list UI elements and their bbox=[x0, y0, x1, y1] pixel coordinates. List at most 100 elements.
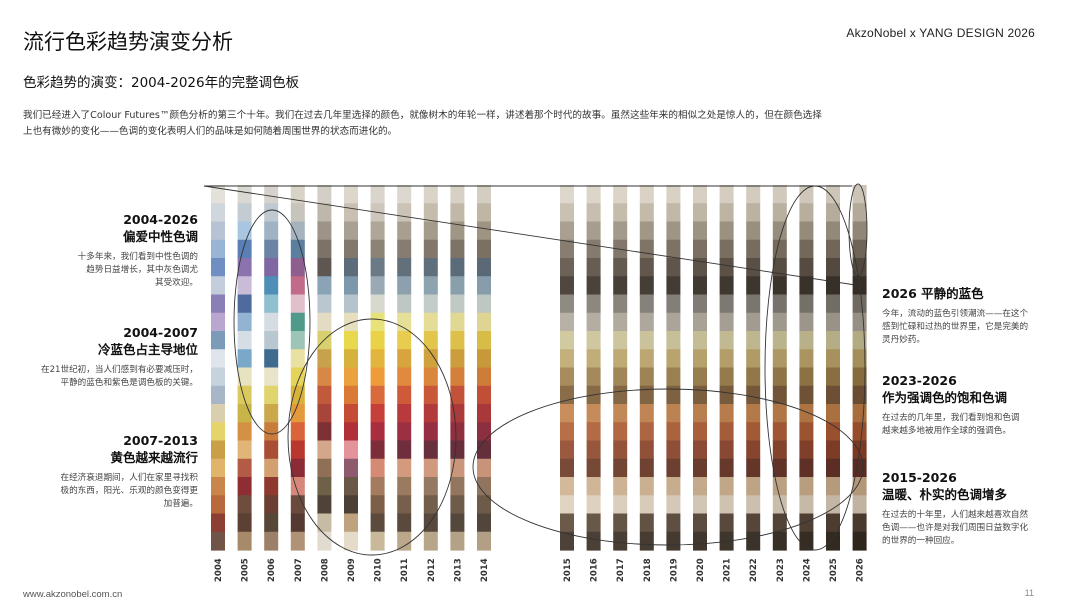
palette-swatch bbox=[317, 422, 332, 442]
palette-swatch bbox=[344, 385, 358, 405]
palette-swatch bbox=[719, 331, 734, 350]
palette-swatch bbox=[799, 258, 814, 277]
palette-swatch bbox=[639, 513, 654, 533]
palette-swatch bbox=[370, 385, 385, 405]
palette-swatch bbox=[317, 458, 332, 478]
palette-swatch bbox=[693, 331, 707, 350]
palette-swatch bbox=[344, 312, 358, 332]
palette-swatch bbox=[370, 185, 385, 204]
palette-swatch bbox=[666, 203, 681, 223]
palette-swatch bbox=[264, 513, 279, 533]
palette-swatch bbox=[211, 458, 225, 478]
palette-swatch bbox=[799, 477, 814, 496]
palette-swatch bbox=[450, 495, 465, 515]
palette-swatch bbox=[290, 239, 305, 259]
annotation-neutral-text-line: 十多年来，我们看到中性色调的 bbox=[77, 252, 198, 262]
palette-swatch bbox=[799, 422, 814, 442]
palette-swatch bbox=[477, 294, 491, 314]
palette-strip-2013 bbox=[450, 185, 465, 551]
palette-swatch bbox=[746, 404, 761, 423]
palette-swatch bbox=[264, 203, 279, 223]
palette-swatch bbox=[344, 404, 358, 423]
palette-swatch bbox=[772, 404, 787, 423]
palette-swatch bbox=[852, 458, 867, 478]
palette-swatch bbox=[826, 349, 840, 369]
palette-swatch bbox=[477, 367, 491, 387]
palette-swatch bbox=[693, 495, 707, 515]
palette-swatch bbox=[237, 349, 252, 369]
palette-swatch bbox=[639, 294, 654, 314]
palette-swatch bbox=[772, 422, 787, 442]
palette-swatch bbox=[746, 349, 761, 369]
palette-swatch bbox=[560, 203, 574, 223]
palette-swatch bbox=[450, 513, 465, 533]
palette-swatch bbox=[450, 258, 465, 277]
palette-swatch bbox=[613, 404, 628, 423]
annotation-cool-blue-text: 在21世纪初，当人们感到有必要减压时， 平静的蓝色和紫色是调色板的关键。 bbox=[18, 364, 198, 390]
palette-swatch bbox=[799, 385, 814, 405]
palette-swatch bbox=[317, 513, 332, 533]
palette-swatch bbox=[639, 185, 654, 204]
palette-swatch bbox=[560, 221, 574, 241]
palette-swatch bbox=[826, 513, 840, 533]
palette-swatch bbox=[560, 239, 574, 259]
palette-swatch bbox=[613, 495, 628, 515]
palette-swatch bbox=[560, 404, 574, 423]
palette-swatch bbox=[666, 221, 681, 241]
palette-swatch bbox=[344, 367, 358, 387]
year-label: 2010 bbox=[374, 558, 384, 582]
palette-swatch bbox=[560, 276, 574, 296]
annotation-neutral-years: 2004-2026 bbox=[123, 212, 198, 227]
palette-swatch bbox=[317, 385, 332, 405]
palette-swatch bbox=[237, 513, 252, 533]
annotation-warm-earthy-heading: 温暖、朴实的色调增多 bbox=[882, 487, 1008, 502]
palette-swatch bbox=[450, 294, 465, 314]
palette-swatch bbox=[450, 312, 465, 332]
palette-swatch bbox=[719, 367, 734, 387]
palette-strip-2023 bbox=[772, 185, 787, 551]
palette-swatch bbox=[237, 531, 252, 551]
palette-swatch bbox=[799, 331, 814, 350]
palette-swatch bbox=[693, 349, 707, 369]
palette-swatch bbox=[693, 276, 707, 296]
palette-swatch bbox=[290, 349, 305, 369]
palette-swatch bbox=[613, 422, 628, 442]
palette-swatch bbox=[772, 385, 787, 405]
palette-swatch bbox=[370, 458, 385, 478]
palette-swatch bbox=[211, 531, 225, 551]
palette-swatch bbox=[852, 422, 867, 442]
palette-swatch bbox=[477, 477, 491, 496]
palette-swatch bbox=[719, 185, 734, 204]
palette-swatch bbox=[586, 312, 601, 332]
year-label: 2019 bbox=[669, 558, 679, 582]
palette-swatch bbox=[211, 276, 225, 296]
palette-swatch bbox=[423, 422, 438, 442]
year-label: 2009 bbox=[347, 558, 357, 582]
palette-swatch bbox=[397, 349, 412, 369]
palette-swatch bbox=[211, 221, 225, 241]
palette-swatch bbox=[613, 367, 628, 387]
palette-swatch bbox=[613, 349, 628, 369]
palette-swatch bbox=[423, 513, 438, 533]
palette-swatch bbox=[799, 440, 814, 460]
palette-swatch bbox=[290, 440, 305, 460]
palette-swatch bbox=[613, 221, 628, 241]
palette-swatch bbox=[586, 221, 601, 241]
palette-swatch bbox=[264, 385, 279, 405]
palette-swatch bbox=[211, 513, 225, 533]
footer-url: www.akzonobel.com.cn bbox=[23, 589, 123, 600]
palette-swatch bbox=[423, 331, 438, 350]
palette-swatch bbox=[237, 203, 252, 223]
palette-swatch bbox=[772, 312, 787, 332]
palette-swatch bbox=[237, 367, 252, 387]
palette-swatch bbox=[370, 294, 385, 314]
palette-swatch bbox=[746, 477, 761, 496]
palette-swatch bbox=[370, 513, 385, 533]
palette-swatch bbox=[237, 422, 252, 442]
palette-swatch bbox=[639, 531, 654, 551]
palette-swatch bbox=[746, 239, 761, 259]
annotation-saturated-text-line: 在过去的几年里，我们看到饱和色调 bbox=[882, 413, 1020, 423]
outline-saturated bbox=[764, 185, 866, 551]
palette-swatch bbox=[586, 404, 601, 423]
palette-swatch bbox=[423, 258, 438, 277]
